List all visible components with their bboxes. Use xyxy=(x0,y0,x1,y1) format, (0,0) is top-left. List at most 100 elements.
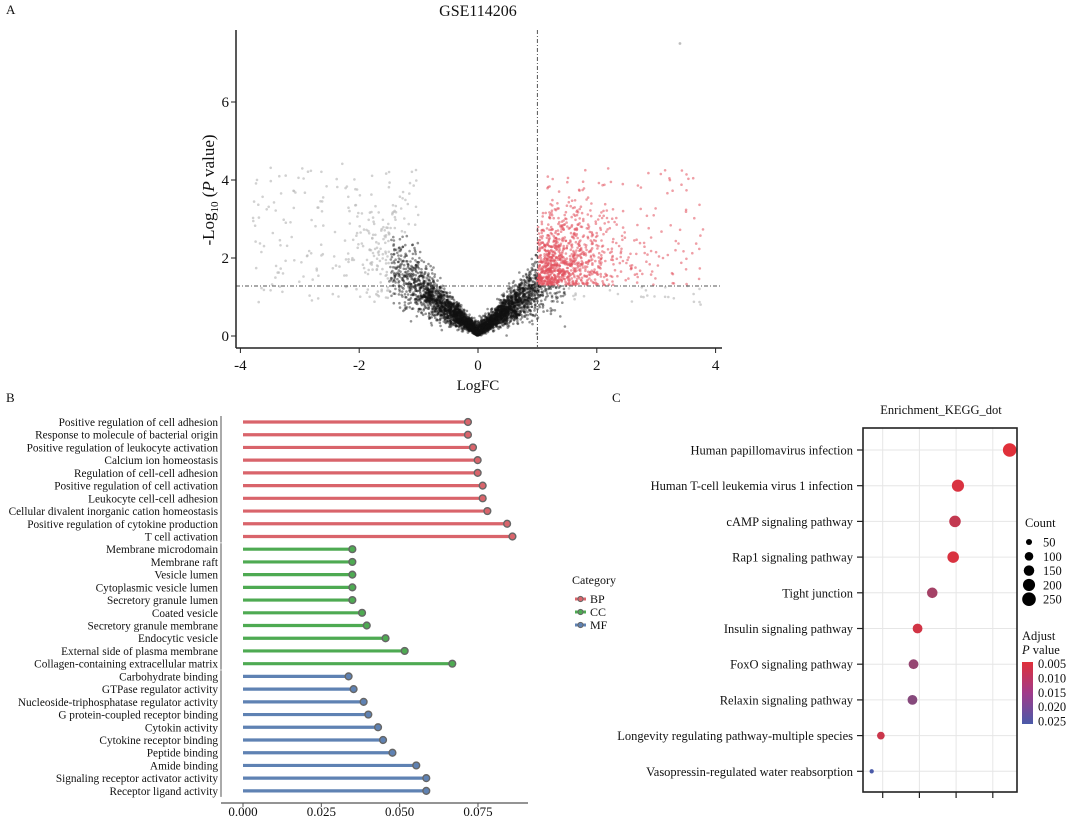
volcano-point xyxy=(610,247,614,250)
volcano-point xyxy=(540,287,543,291)
volcano-point xyxy=(472,327,475,331)
volcano-point xyxy=(478,333,481,336)
volcano-point xyxy=(465,322,469,326)
volcano-point xyxy=(436,312,440,316)
volcano-point xyxy=(503,309,506,313)
volcano-point xyxy=(515,307,519,310)
volcano-point xyxy=(519,318,522,321)
volcano-point xyxy=(490,318,493,321)
volcano-point xyxy=(498,312,501,315)
volcano-point xyxy=(563,277,566,281)
volcano-point xyxy=(481,326,485,330)
volcano-point xyxy=(432,294,436,297)
volcano-point xyxy=(484,325,487,329)
volcano-point xyxy=(409,268,413,271)
volcano-point xyxy=(347,260,350,264)
volcano-point xyxy=(459,319,462,322)
volcano-point xyxy=(500,310,504,313)
volcano-point xyxy=(403,271,407,274)
volcano-point xyxy=(497,308,500,312)
volcano-point xyxy=(489,321,493,324)
category-label: Leukocyte cell-cell adhesion xyxy=(88,493,218,505)
volcano-point xyxy=(635,281,639,284)
volcano-point xyxy=(398,275,402,278)
volcano-point xyxy=(584,254,588,257)
volcano-point xyxy=(490,318,493,321)
volcano-point xyxy=(499,312,502,316)
volcano-point xyxy=(565,217,568,221)
volcano-point xyxy=(421,297,424,300)
volcano-point xyxy=(510,300,514,303)
volcano-point xyxy=(486,323,490,327)
volcano-point xyxy=(448,310,451,314)
volcano-point xyxy=(562,256,565,259)
volcano-point xyxy=(441,290,445,294)
volcano-point xyxy=(578,273,582,277)
volcano-point xyxy=(579,205,583,208)
volcano-point xyxy=(447,305,451,309)
volcano-point xyxy=(367,268,371,272)
volcano-point xyxy=(624,278,627,282)
volcano-point xyxy=(524,292,527,295)
volcano-point xyxy=(468,329,471,332)
volcano-point xyxy=(282,218,286,221)
volcano-point xyxy=(508,311,511,314)
volcano-point xyxy=(526,317,529,321)
volcano-point xyxy=(476,326,479,330)
volcano-point xyxy=(580,276,584,280)
volcano-point xyxy=(444,309,448,313)
volcano-point xyxy=(592,253,595,256)
volcano-point xyxy=(667,295,670,299)
volcano-point xyxy=(426,291,430,295)
lollipop-dot xyxy=(348,570,357,579)
volcano-point xyxy=(408,289,411,292)
volcano-point xyxy=(473,320,477,324)
volcano-point xyxy=(479,326,483,329)
volcano-point xyxy=(517,313,521,317)
volcano-point xyxy=(269,289,272,292)
volcano-point xyxy=(657,255,661,258)
volcano-point xyxy=(552,299,555,303)
volcano-point xyxy=(586,236,590,240)
volcano-point xyxy=(464,320,468,323)
volcano-point xyxy=(480,331,484,334)
volcano-point xyxy=(361,244,365,248)
volcano-point xyxy=(597,251,601,255)
volcano-point xyxy=(451,323,454,327)
volcano-point xyxy=(438,289,442,293)
volcano-point xyxy=(513,292,516,296)
volcano-point xyxy=(430,301,434,304)
volcano-point xyxy=(358,194,362,197)
volcano-point xyxy=(394,210,398,214)
volcano-point xyxy=(486,324,490,327)
volcano-point xyxy=(480,317,484,320)
volcano-point xyxy=(458,315,462,319)
volcano-point xyxy=(680,261,683,265)
volcano-point xyxy=(487,314,490,317)
volcano-point xyxy=(403,230,407,234)
volcano-point xyxy=(615,257,619,261)
volcano-point xyxy=(435,309,439,313)
volcano-point xyxy=(398,266,402,270)
volcano-point xyxy=(495,312,498,316)
volcano-point xyxy=(445,308,449,311)
volcano-point xyxy=(512,322,515,326)
volcano-point xyxy=(499,304,502,308)
volcano-point xyxy=(414,300,418,304)
volcano-point xyxy=(458,320,461,323)
volcano-point xyxy=(456,308,459,312)
volcano-point xyxy=(671,281,674,285)
volcano-point xyxy=(476,332,479,335)
volcano-point xyxy=(510,317,514,321)
volcano-point xyxy=(579,246,583,250)
volcano-point xyxy=(370,261,374,264)
volcano-point xyxy=(444,305,448,309)
volcano-point xyxy=(476,328,480,331)
volcano-point xyxy=(563,325,567,328)
volcano-point xyxy=(281,290,284,294)
volcano-point xyxy=(509,289,512,293)
volcano-point xyxy=(381,267,384,271)
volcano-point xyxy=(476,329,479,333)
volcano-point xyxy=(587,250,591,254)
